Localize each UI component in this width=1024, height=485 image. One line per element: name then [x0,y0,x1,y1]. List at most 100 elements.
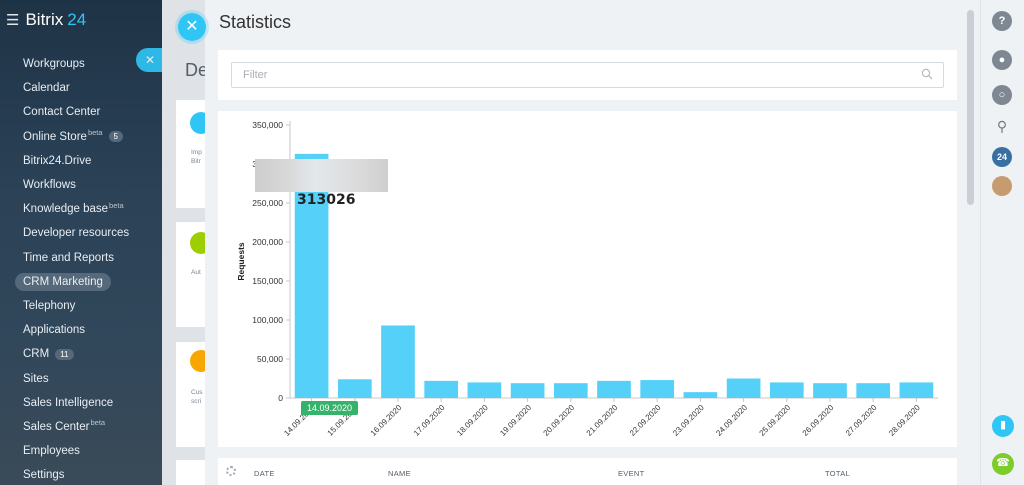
sidebar-item-label: CRM Marketing [15,272,111,291]
table-header: DATE NAME EVENT TOTAL [218,458,957,485]
open-lines-icon[interactable]: ▮ [992,415,1014,437]
chart-bar [640,380,675,398]
sidebar-item-label: Online Store [23,130,87,143]
user-avatar[interactable] [992,176,1012,196]
sidebar-item-label: Sites [23,372,49,385]
sidebar-item-label: Knowledge base [23,203,109,216]
menu-burger-icon[interactable]: ☰ [6,12,20,29]
page-title: Statistics [219,12,292,32]
sidebar-item-label: Settings [23,469,65,482]
count-badge: 5 [108,131,123,143]
background-card-text: Aut [191,269,201,276]
gear-icon[interactable] [226,466,236,476]
x-tick-label: 18.09.2020 [455,403,490,438]
search-icon[interactable]: ⚲ [996,118,1008,134]
chart-bar [424,380,459,398]
phone-icon[interactable]: ☎ [992,453,1014,475]
left-sidebar: ☰ Bitrix 24 Workgroups Calendar Contact Cen… [0,0,175,485]
sidebar-item-workgroups[interactable]: Workgroups [0,52,175,76]
sidebar-item-label: Calendar [23,82,70,95]
sidebar-item-contact-center[interactable]: Contact Center [0,100,175,124]
x-tick-label: 25.09.2020 [758,403,793,438]
chart-bar [294,153,329,398]
chart-bar [553,383,588,398]
tooltip-value: 313026 [297,192,356,208]
x-tick-label: 26.09.2020 [801,403,836,438]
x-tick-label: 24.09.2020 [714,403,749,438]
chart-bar [813,383,847,398]
sidebar-item-bitrix24-drive[interactable]: Bitrix24.Drive [0,149,175,173]
filter-bar: Filter [218,50,957,100]
beta-label: beta [90,418,106,428]
sidebar-item-workflows[interactable]: Workflows [0,173,175,197]
sidebar-item-telephony[interactable]: Telephony [0,294,175,318]
sidebar-item-online-store[interactable]: Online Store beta 5 [0,125,175,149]
y-tick-label: 50,000 [257,354,283,364]
right-toolbar: ? ● ○ ⚲ 24 ▮ ☎ [980,0,1024,485]
sidebar-item-knowledge-base[interactable]: Knowledge base beta [0,197,175,221]
sidebar-item-developer-resources[interactable]: Developer resources [0,221,175,245]
y-tick-label: 0 [278,393,283,403]
sidebar-item-applications[interactable]: Applications [0,318,175,342]
column-header-total[interactable]: TOTAL [825,469,850,478]
sidebar-item-label: CRM [23,348,50,361]
sidebar-close-icon[interactable]: ✕ [136,48,164,72]
sidebar-item-sales-center[interactable]: Sales Center beta [0,415,175,439]
column-header-name[interactable]: NAME [388,469,411,478]
chart-svg: 050,000100,000150,000200,000250,000300,0… [236,120,938,438]
column-header-event[interactable]: EVENT [618,469,645,478]
y-tick-label: 200,000 [252,237,283,247]
x-tick-label: 27.09.2020 [844,403,879,438]
help-icon[interactable]: ? [992,11,1012,31]
app-logo[interactable]: ☰ Bitrix 24 [6,10,86,30]
sidebar-item-label: Time and Reports [23,251,114,264]
sidebar-item-label: Workgroups [23,58,85,71]
y-tick-label: 150,000 [252,276,283,286]
notifications-bell-icon[interactable]: ● [992,50,1012,70]
sidebar-item-crm[interactable]: CRM 11 [0,342,175,366]
search-icon[interactable] [921,68,933,80]
requests-chart: 050,000100,000150,000200,000250,000300,0… [218,111,957,447]
count-badge: 11 [55,348,74,360]
hovered-date-badge: 14.09.2020 [301,401,359,415]
panel-scrollbar[interactable] [966,10,975,485]
chat-icon[interactable]: ○ [992,85,1012,105]
sidebar-item-sites[interactable]: Sites [0,366,175,390]
sidebar-item-employees[interactable]: Employees [0,439,175,463]
beta-label: beta [87,128,103,138]
y-axis-label: Requests [236,242,246,281]
background-page-title: De [185,60,209,80]
filter-input[interactable]: Filter [231,62,944,88]
sidebar-menu: Workgroups Calendar Contact Center Online S… [0,52,175,485]
y-tick-label: 250,000 [252,198,283,208]
x-tick-label: 23.09.2020 [671,403,706,438]
chart-tooltip [255,159,388,192]
statistics-panel: Statistics Filter 0 50,000 100,000 150,000 2… [205,0,980,485]
scrollbar-thumb[interactable] [967,10,974,205]
sidebar-item-crm-marketing[interactable]: CRM Marketing [0,270,175,294]
x-tick-label: 17.09.2020 [412,403,447,438]
sidebar-item-time-and-reports[interactable]: Time and Reports [0,246,175,270]
x-tick-label: 22.09.2020 [628,403,663,438]
sidebar-item-calendar[interactable]: Calendar [0,76,175,100]
background-card-text: Imp Bitr [191,149,202,165]
x-tick-label: 21.09.2020 [585,403,620,438]
slider-close-button[interactable]: ✕ [178,13,206,41]
sidebar-item-label: Bitrix24.Drive [23,154,92,167]
sidebar-item-label: Applications [23,324,86,337]
brand-name: Bitrix [25,10,64,29]
x-tick-label: 28.09.2020 [887,403,922,438]
bitrix24-badge[interactable]: 24 [992,147,1012,167]
column-header-date[interactable]: DATE [254,469,275,478]
chart-bar [337,379,372,398]
sidebar-item-label: Employees [23,445,80,458]
chart-bar [769,382,804,398]
x-tick-label: 20.09.2020 [542,403,577,438]
brand-number: 24 [67,10,87,29]
sidebar-item-settings[interactable]: Settings [0,463,175,485]
sidebar-item-sales-intelligence[interactable]: Sales Intelligence [0,391,175,415]
chart-bar [510,383,545,398]
sidebar-item-label: Telephony [23,299,76,312]
y-tick-label: 100,000 [252,315,283,325]
x-tick-label: 19.09.2020 [498,403,533,438]
